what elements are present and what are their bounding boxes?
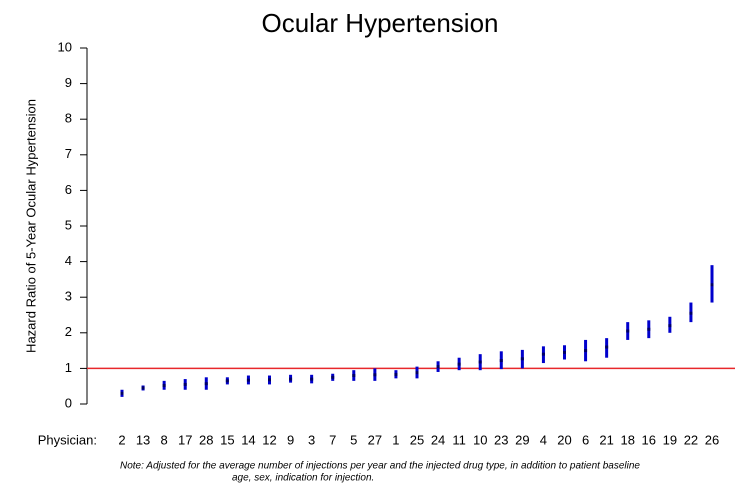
x-tick-label: 1 xyxy=(392,432,399,447)
point xyxy=(626,329,630,333)
x-tick-label: 26 xyxy=(705,432,719,447)
y-tick-label: 2 xyxy=(65,324,72,339)
x-tick-label: 6 xyxy=(582,432,589,447)
x-tick-label: 25 xyxy=(410,432,424,447)
point xyxy=(373,373,377,377)
note: Note: Adjusted for the average number of… xyxy=(120,461,640,472)
point xyxy=(584,349,588,353)
x-tick-label: 22 xyxy=(684,432,698,447)
point xyxy=(331,375,335,379)
point xyxy=(120,391,124,395)
x-tick-label: 14 xyxy=(241,432,255,447)
x-tick-label: 3 xyxy=(308,432,315,447)
y-tick-label: 8 xyxy=(65,111,72,126)
point xyxy=(710,283,714,287)
chart-title: Ocular Hypertension xyxy=(262,8,499,38)
x-tick-label: 10 xyxy=(473,432,487,447)
point xyxy=(225,379,229,383)
point xyxy=(499,359,503,363)
x-tick-label: 9 xyxy=(287,432,294,447)
x-tick-label: 24 xyxy=(431,432,445,447)
x-tick-label: 17 xyxy=(178,432,192,447)
point xyxy=(647,327,651,331)
x-tick-label: 27 xyxy=(368,432,382,447)
x-tick-label: 4 xyxy=(540,432,547,447)
x-tick-label: 20 xyxy=(557,432,571,447)
point xyxy=(563,350,566,354)
point xyxy=(457,362,461,366)
x-tick-label: 28 xyxy=(199,432,213,447)
x-tick-label: 15 xyxy=(220,432,234,447)
point xyxy=(268,378,271,382)
x-tick-label: 13 xyxy=(136,432,150,447)
y-tick-label: 5 xyxy=(65,217,72,232)
point xyxy=(668,324,672,328)
y-tick-label: 6 xyxy=(65,182,72,197)
x-tick-label: 23 xyxy=(494,432,508,447)
y-tick-label: 3 xyxy=(65,289,72,304)
x-tick-label: 11 xyxy=(452,432,466,447)
y-tick-label: 4 xyxy=(65,253,72,268)
x-tick-label: 7 xyxy=(329,432,336,447)
point xyxy=(541,352,545,356)
point xyxy=(520,357,524,361)
point xyxy=(394,372,398,376)
y-tick-label: 1 xyxy=(65,360,72,375)
x-tick-label: 5 xyxy=(350,432,357,447)
x-axis-label: Physician: xyxy=(38,432,97,447)
point xyxy=(183,382,187,386)
y-tick-label: 9 xyxy=(65,75,72,90)
x-tick-label: 21 xyxy=(599,432,613,447)
y-tick-label: 10 xyxy=(58,39,72,54)
point xyxy=(478,360,482,364)
x-tick-label: 16 xyxy=(642,432,656,447)
point xyxy=(162,383,166,387)
point xyxy=(310,377,314,381)
x-tick-label: 29 xyxy=(515,432,529,447)
x-tick-label: 2 xyxy=(118,432,125,447)
point xyxy=(141,386,145,390)
y-tick-label: 7 xyxy=(65,146,72,161)
y-tick-label: 0 xyxy=(65,395,72,410)
x-tick-label: 8 xyxy=(161,432,168,447)
y-axis-label: Hazard Ratio of 5-Year Ocular Hypertensi… xyxy=(23,99,38,353)
point xyxy=(352,374,356,378)
point xyxy=(415,371,419,375)
point xyxy=(689,311,693,315)
x-tick-label: 19 xyxy=(663,432,677,447)
x-tick-label: 18 xyxy=(620,432,634,447)
point xyxy=(436,365,440,369)
note: age, sex, indication for injection. xyxy=(232,473,374,484)
point xyxy=(605,345,609,349)
point xyxy=(289,377,293,381)
point xyxy=(246,378,250,382)
x-tick-label: 12 xyxy=(262,432,276,447)
point xyxy=(204,382,208,386)
